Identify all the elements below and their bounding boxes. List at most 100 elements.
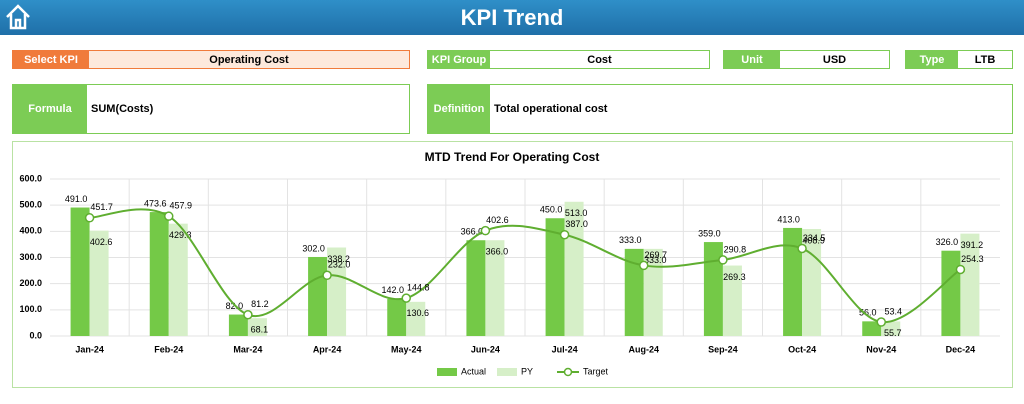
data-label: 413.0 [777, 214, 800, 224]
y-tick-label: 0.0 [29, 330, 42, 340]
field-value: SUM(Costs) [91, 103, 154, 115]
field-value: Total operational cost [494, 103, 608, 115]
field-label: Formula [13, 85, 87, 133]
x-tick-label: Nov-24 [866, 344, 896, 354]
home-icon[interactable] [4, 3, 32, 31]
data-label: 81.2 [251, 299, 269, 309]
bar [228, 314, 248, 336]
data-label: 429.3 [169, 230, 192, 240]
field-value: Operating Cost [89, 51, 409, 68]
data-label: 290.8 [724, 244, 747, 254]
data-label: 334.5 [803, 233, 826, 243]
x-tick-label: Feb-24 [154, 344, 183, 354]
bar [149, 212, 169, 336]
bar [387, 298, 407, 336]
kpi-group: KPI Group Cost [427, 50, 710, 69]
bar [406, 301, 426, 336]
y-tick-label: 100.0 [19, 304, 42, 314]
formula: Formula SUM(Costs) [12, 84, 410, 134]
data-label: 68.1 [251, 325, 269, 335]
bar [862, 321, 882, 336]
legend-swatch [563, 367, 573, 377]
data-label: 450.0 [540, 205, 563, 215]
x-tick-label: Oct-24 [788, 344, 816, 354]
y-tick-label: 500.0 [19, 200, 42, 210]
data-label: 55.7 [884, 328, 902, 338]
data-label: 232.0 [328, 260, 351, 270]
bar [802, 229, 822, 336]
data-label: 491.0 [65, 194, 88, 204]
x-tick-label: May-24 [391, 344, 422, 354]
x-tick-label: Dec-24 [946, 344, 976, 354]
target-point [480, 225, 491, 236]
data-label: 333.0 [644, 255, 667, 265]
y-tick-label: 200.0 [19, 278, 42, 288]
kpi-select[interactable]: Select KPI Operating Cost [12, 50, 410, 69]
legend-swatch [437, 368, 457, 376]
field-label: KPI Group [428, 51, 490, 68]
definition: Definition Total operational cost [427, 84, 1013, 134]
data-label: 451.7 [90, 202, 113, 212]
bar [624, 248, 644, 336]
data-label: 457.9 [169, 201, 192, 211]
data-label: 513.0 [565, 208, 588, 218]
bar [466, 240, 486, 336]
data-label: 130.6 [406, 308, 429, 318]
data-label: 142.0 [381, 285, 404, 295]
target-point [718, 255, 728, 265]
bar [168, 223, 188, 336]
target-point [84, 213, 95, 223]
x-tick-label: Jan-24 [75, 344, 104, 354]
bar [643, 248, 663, 336]
target-point [164, 211, 174, 221]
x-tick-label: Sep-24 [708, 344, 738, 354]
data-label: 402.6 [486, 215, 509, 225]
chart-title: MTD Trend For Operating Cost [425, 150, 600, 164]
data-label: 56.0 [859, 308, 877, 318]
x-tick-label: Jul-24 [552, 344, 578, 354]
data-label: 53.4 [884, 306, 902, 316]
bar [308, 256, 328, 336]
x-tick-label: Jun-24 [471, 344, 500, 354]
data-label: 408.9 [802, 235, 825, 245]
legend-swatch [497, 368, 517, 376]
bar [960, 233, 980, 336]
bar [545, 218, 565, 336]
y-tick-label: 600.0 [19, 173, 42, 183]
type: Type LTB [905, 50, 1013, 69]
legend-label: PY [521, 366, 533, 376]
chart: MTD Trend For Operating Cost 0.0 100.0 200… [12, 141, 1013, 388]
bar [941, 250, 961, 336]
header: KPI Trend [0, 0, 1024, 35]
field-label: Unit [724, 51, 780, 68]
data-label: 402.6 [90, 237, 113, 247]
data-label: 144.8 [407, 282, 430, 292]
data-label: 473.6 [144, 198, 167, 208]
bar [783, 227, 803, 336]
unit: Unit USD [723, 50, 890, 69]
data-label: 338.2 [327, 254, 350, 264]
data-label: 333.0 [619, 235, 642, 245]
field-label: Definition [428, 85, 490, 133]
target-point [876, 317, 886, 327]
target-point [797, 243, 807, 254]
field-label: Type [906, 51, 958, 68]
data-label: 366.0 [461, 227, 484, 237]
x-tick-label: Aug-24 [628, 344, 659, 354]
data-label: 326.0 [936, 237, 959, 247]
bar [881, 321, 901, 336]
bar [89, 230, 109, 336]
bar [722, 265, 742, 336]
y-tick-label: 400.0 [19, 226, 42, 236]
data-label: 391.2 [961, 240, 984, 250]
page-title: KPI Trend [460, 5, 564, 30]
target-point [955, 264, 966, 275]
target-point [559, 229, 570, 240]
field-label: Select KPI [13, 51, 89, 68]
field-value: LTB [974, 53, 996, 66]
y-tick-label: 300.0 [19, 252, 42, 262]
bar [703, 242, 723, 336]
bar [247, 318, 267, 336]
target-point [243, 310, 253, 320]
